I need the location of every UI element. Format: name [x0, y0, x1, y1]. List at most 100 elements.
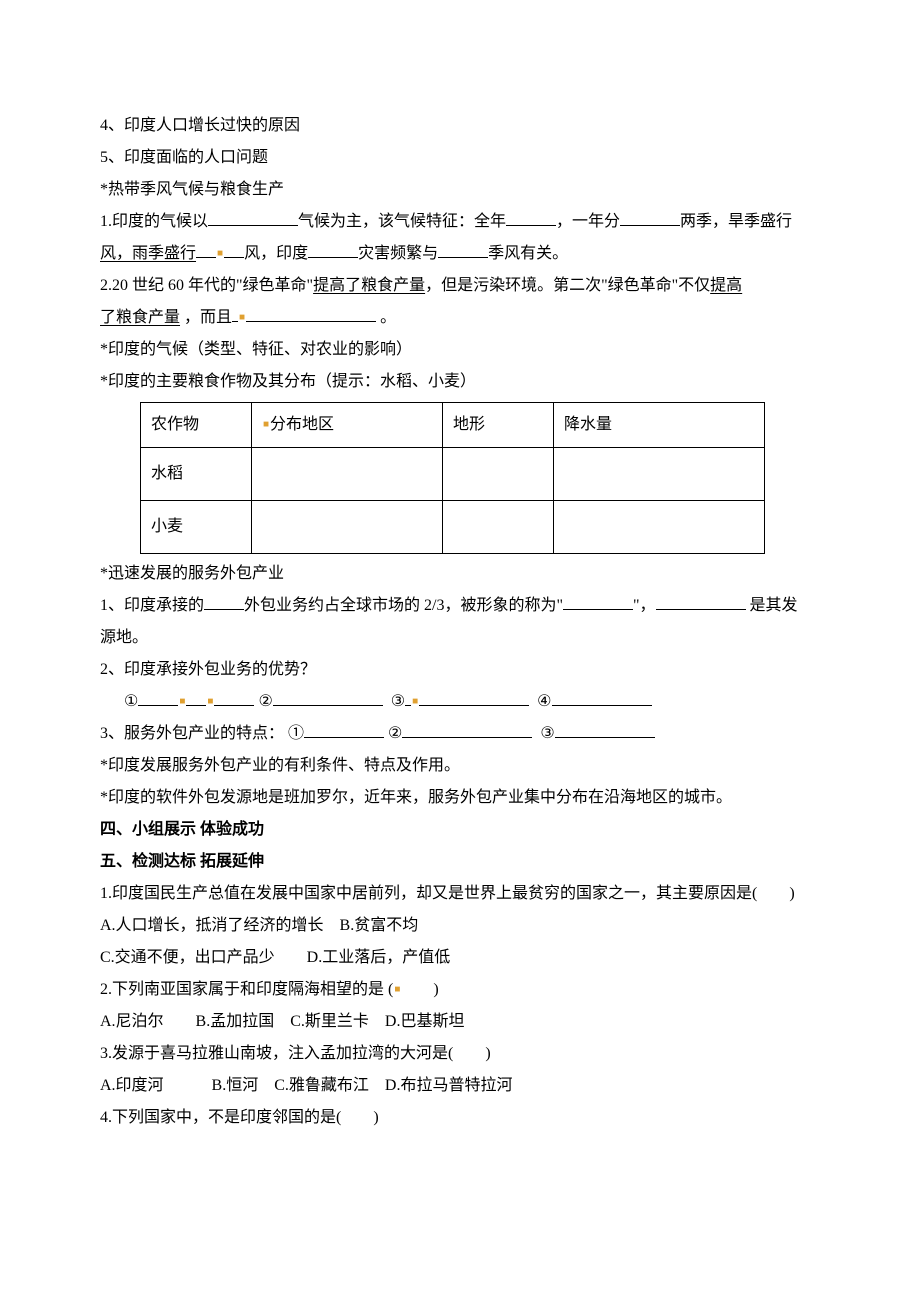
text-segment: 1.印度的气候以	[100, 213, 208, 230]
text-segment-underline: 提高	[710, 277, 742, 294]
blank-input[interactable]	[555, 721, 655, 738]
highlight-dot-icon: ■	[207, 692, 213, 712]
option-marker: ①	[124, 693, 138, 710]
text-segment: ，但是污染环境。第二次"绿色革命"不仅	[425, 277, 710, 294]
text-segment: 风，印度	[244, 245, 308, 262]
assessment-q3-options: A.印度河 B.恒河 C.雅鲁藏布江 D.布拉马普特拉河	[100, 1070, 820, 1102]
blank-input[interactable]	[563, 593, 633, 610]
blank-input[interactable]	[214, 689, 254, 706]
highlight-dot-icon: ■	[412, 692, 418, 712]
table-header-terrain: 地形	[443, 403, 554, 448]
highlight-dot-icon: ■	[179, 692, 185, 712]
monsoon-fill-line-1: 1.印度的气候以 气候为主，该气候特征：全年 ，一年分 两季，旱季盛行	[100, 206, 820, 238]
section-outsourcing: *迅速发展的服务外包产业	[100, 558, 820, 590]
blank-input[interactable]	[196, 241, 216, 258]
section-monsoon-climate: *热带季风气候与粮食生产	[100, 174, 820, 206]
table-cell-blank[interactable]	[252, 448, 443, 501]
blank-input[interactable]	[506, 209, 556, 226]
blank-input[interactable]	[405, 689, 411, 706]
table-cell-blank[interactable]	[443, 501, 554, 554]
option-marker: ③	[391, 693, 405, 710]
highlight-dot-icon: ■	[263, 415, 269, 435]
highlight-dot-icon: ■	[394, 980, 400, 1000]
outsourcing-advantages-options: ① ■ ■ ② ③ ■ ④	[100, 686, 820, 718]
text-segment-underline: 了粮食产量	[100, 309, 180, 326]
text-segment: 1、印度承接的	[100, 597, 204, 614]
table-cell-blank[interactable]	[554, 448, 765, 501]
text-segment: 2.20 世纪 60 年代的"绿色革命"	[100, 277, 313, 294]
assessment-q4: 4.下列国家中，不是印度邻国的是( )	[100, 1102, 820, 1134]
blank-input[interactable]	[273, 689, 383, 706]
text-segment: ，一年分	[556, 213, 620, 230]
outsourcing-question-2: 2、印度承接外包业务的优势？	[100, 654, 820, 686]
blank-input[interactable]	[232, 305, 238, 322]
blank-input[interactable]	[224, 241, 244, 258]
option-marker: ②	[258, 693, 272, 710]
section-outsourcing-conditions: *印度发展服务外包产业的有利条件、特点及作用。	[100, 750, 820, 782]
assessment-q1: 1.印度国民生产总值在发展中国家中居前列，却又是世界上最贫穷的国家之一，其主要原…	[100, 878, 820, 910]
outsourcing-fill-line-1b: 源地。	[100, 622, 820, 654]
section-main-crops: *印度的主要粮食作物及其分布（提示：水稻、小麦）	[100, 366, 820, 398]
question-4-population-growth: 4、印度人口增长过快的原因	[100, 110, 820, 142]
question-5-population-problem: 5、印度面临的人口问题	[100, 142, 820, 174]
table-cell-crop: 小麦	[141, 501, 252, 554]
heading-assessment: 五、检测达标 拓展延伸	[100, 846, 820, 878]
monsoon-fill-line-3: 2.20 世纪 60 年代的"绿色革命"提高了粮食产量，但是污染环境。第二次"绿…	[100, 270, 820, 302]
text-segment-underline: 提高了粮食产量	[313, 277, 425, 294]
text-segment-underline: 风，雨季盛行	[100, 245, 196, 262]
table-header-crop: 农作物	[141, 403, 252, 448]
blank-input[interactable]	[620, 209, 680, 226]
table-row-wheat: 小麦	[141, 501, 765, 554]
table-header-row: 农作物 ■分布地区 地形 降水量	[141, 403, 765, 448]
blank-input[interactable]	[204, 593, 244, 610]
text-segment: 灾害频繁与	[358, 245, 438, 262]
section-climate-types: *印度的气候（类型、特征、对农业的影响）	[100, 334, 820, 366]
table-header-region: ■分布地区	[252, 403, 443, 448]
blank-input[interactable]	[419, 689, 529, 706]
text-segment: )	[401, 981, 438, 998]
blank-input[interactable]	[402, 721, 532, 738]
blank-input[interactable]	[656, 593, 746, 610]
assessment-q2-options: A.尼泊尔 B.孟加拉国 C.斯里兰卡 D.巴基斯坦	[100, 1006, 820, 1038]
highlight-dot-icon: ■	[239, 308, 245, 328]
text-segment: ，而且	[180, 309, 232, 326]
table-cell-blank[interactable]	[443, 448, 554, 501]
table-cell-crop: 水稻	[141, 448, 252, 501]
blank-input[interactable]	[246, 305, 376, 322]
outsourcing-fill-line-1: 1、印度承接的 外包业务约占全球市场的 2/3，被形象的称为" "， 是其发	[100, 590, 820, 622]
text-segment: 分布地区	[270, 416, 334, 433]
heading-group-display: 四、小组展示 体验成功	[100, 814, 820, 846]
text-segment: 季风有关。	[488, 245, 568, 262]
table-row-rice: 水稻	[141, 448, 765, 501]
assessment-q2: 2.下列南亚国家属于和印度隔海相望的是 (■ )	[100, 974, 820, 1006]
text-segment: 外包业务约占全球市场的 2/3，被形象的称为"	[244, 597, 563, 614]
text-segment: "，	[633, 597, 656, 614]
blank-input[interactable]	[138, 689, 178, 706]
option-marker: ④	[537, 693, 551, 710]
section-bangalore: *印度的软件外包发源地是班加罗尔，近年来，服务外包产业集中分布在沿海地区的城市。	[100, 782, 820, 814]
assessment-q3: 3.发源于喜马拉雅山南坡，注入孟加拉湾的大河是( )	[100, 1038, 820, 1070]
blank-input[interactable]	[308, 241, 358, 258]
table-cell-blank[interactable]	[554, 501, 765, 554]
blank-input[interactable]	[438, 241, 488, 258]
option-marker: ③	[540, 725, 554, 742]
text-segment: 3、服务外包产业的特点： ①	[100, 725, 304, 742]
assessment-q1-options-cd: C.交通不便，出口产品少 D.工业落后，产值低	[100, 942, 820, 974]
monsoon-fill-line-2: 风，雨季盛行 ■ 风，印度 灾害频繁与 季风有关。	[100, 238, 820, 270]
blank-input[interactable]	[304, 721, 384, 738]
highlight-dot-icon: ■	[217, 244, 223, 264]
monsoon-fill-line-4: 了粮食产量 ，而且 ■ 。	[100, 302, 820, 334]
text-segment: 。	[376, 309, 396, 326]
option-marker: ②	[388, 725, 402, 742]
assessment-q1-options-ab: A.人口增长，抵消了经济的增长 B.贫富不均	[100, 910, 820, 942]
blank-input[interactable]	[552, 689, 652, 706]
crop-distribution-table: 农作物 ■分布地区 地形 降水量 水稻 小麦	[140, 402, 765, 554]
text-segment: 两季，旱季盛行	[680, 213, 792, 230]
blank-input[interactable]	[186, 689, 206, 706]
text-segment: 是其发	[746, 597, 798, 614]
blank-input[interactable]	[208, 209, 298, 226]
text-segment: 2.下列南亚国家属于和印度隔海相望的是 (	[100, 981, 393, 998]
outsourcing-features-line: 3、服务外包产业的特点： ① ② ③	[100, 718, 820, 750]
table-cell-blank[interactable]	[252, 501, 443, 554]
text-segment: 气候为主，该气候特征：全年	[298, 213, 506, 230]
